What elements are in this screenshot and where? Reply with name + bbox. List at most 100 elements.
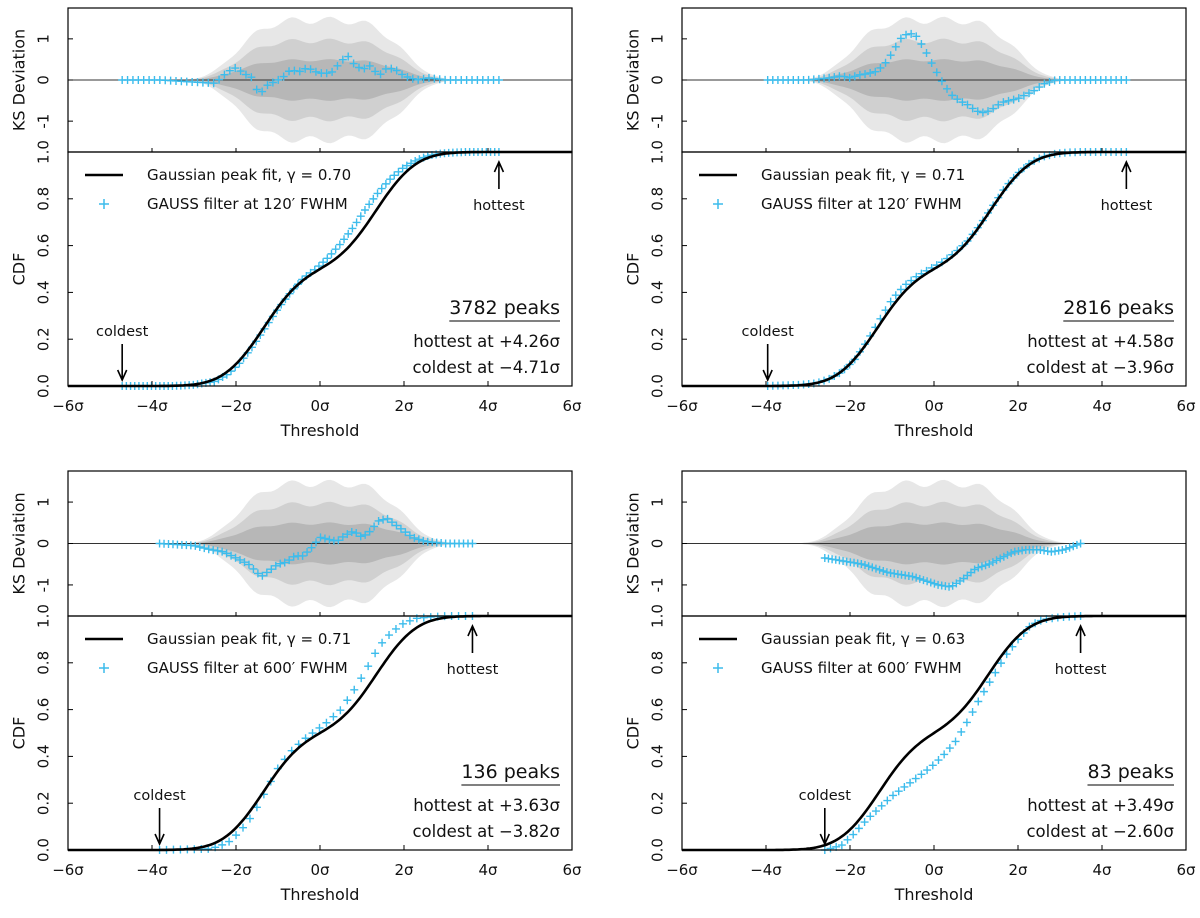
legend-data-label: GAUSS filter at 120′ FWHM [147,195,348,213]
cdf-point [928,761,937,770]
hottest-arrow [1075,624,1086,653]
cdf-point [378,638,387,647]
ks-point [392,66,401,75]
ks-point [320,534,329,543]
x-tick-label: −4σ [136,397,168,415]
ks-point [356,532,365,541]
cdf-y-axis-label: CDF [624,253,643,286]
ks-point [267,565,276,574]
cdf-point [398,164,407,173]
x-tick-label: −4σ [136,861,168,879]
cdf-subplot [68,148,572,390]
cdf-point [877,801,886,810]
ks-y-tick-label: 1 [35,497,53,507]
x-axis-label: Threshold [894,885,974,904]
ks-point [968,104,977,113]
cdf-y-tick-label: 0.8 [35,651,53,675]
x-tick-label: 0σ [924,397,944,415]
ks-point [1014,94,1023,103]
ks-y-axis-label: KS Deviation [10,29,29,131]
ks-point [191,541,200,550]
coldest-annotation: coldest [133,788,186,804]
ks-point [866,69,875,78]
cdf-y-tick-label: 1.0 [649,604,667,628]
ks-point [343,530,352,539]
ks-deviation-series [763,29,1131,117]
ks-point [370,522,379,531]
ks-y-tick-label: 1 [35,34,53,44]
ks-point [419,536,428,545]
cdf-point [386,175,395,184]
ks-point [298,551,307,560]
cdf-point [371,649,380,658]
cdf-y-tick-label: 1.0 [35,604,53,628]
ks-point [252,85,261,94]
ks-point [263,81,272,90]
cdf-point [357,674,366,683]
ks-point [1076,539,1085,548]
x-axis-label: Threshold [280,885,360,904]
cdf-point [340,235,349,244]
ks-point [1040,79,1049,88]
cdf-y-tick-label: 0.0 [35,374,53,398]
x-tick-label: 4σ [1092,861,1112,879]
ks-point [338,532,347,541]
ks-point [403,73,412,82]
ks-point [236,67,245,76]
hottest-value: hottest at +4.26σ [413,332,560,351]
ks-point [907,29,916,38]
peak-count: 2816 peaks [1063,297,1174,319]
ks-point [398,70,407,79]
x-tick-label: 0σ [310,397,330,415]
cdf-point [327,249,336,258]
ks-point [881,58,890,67]
ks-point [864,562,873,571]
legend-fit-label: Gaussian peak fit, γ = 0.63 [761,630,965,648]
ks-subplot [682,16,1186,144]
ks-point [912,573,921,582]
cdf-point [352,218,361,227]
cdf-y-tick-label: 1.0 [35,140,53,164]
ks-point [311,67,320,76]
ks-point [1072,540,1081,549]
cdf-y-axis-label: CDF [10,253,29,286]
ks-point [231,553,240,562]
coldest-arrow [762,344,773,382]
legend-data-label: GAUSS filter at 120′ FWHM [761,195,962,213]
ks-point [244,560,253,569]
coldest-value: coldest at −3.82σ [412,822,560,841]
ks-point [989,104,998,113]
x-tick-label: 0σ [924,861,944,879]
ks-point [860,561,869,570]
ks-point [875,565,884,574]
ks-point [494,76,503,84]
ks-point [344,52,353,61]
ks-point [1045,78,1054,87]
ks-point [222,549,231,558]
ks-point [218,547,227,556]
ks-point [333,61,342,70]
ks-point [1069,542,1078,551]
cdf-y-tick-label: 0.4 [35,744,53,768]
cdf-data-series [763,148,1131,390]
cdf-y-tick-label: 0.6 [649,234,667,258]
ks-point [405,531,414,540]
cdf-y-axis-label: CDF [10,717,29,750]
ks-point [262,568,271,577]
coldest-annotation: coldest [96,324,149,340]
ks-point [279,72,288,81]
cdf-point [849,830,858,839]
x-tick-label: −6σ [52,861,84,879]
x-tick-label: −6σ [666,397,698,415]
ks-point [1025,89,1033,98]
ks-point [923,577,932,586]
ks-point [414,535,423,544]
ks-point [871,67,880,76]
ks-point [871,564,880,573]
ks-point [917,40,926,48]
ks-point [325,535,334,544]
cdf-point [957,727,966,736]
ks-y-axis-label: KS Deviation [624,492,643,594]
ks-point [225,66,234,75]
cdf-y-tick-label: 0.8 [649,187,667,211]
